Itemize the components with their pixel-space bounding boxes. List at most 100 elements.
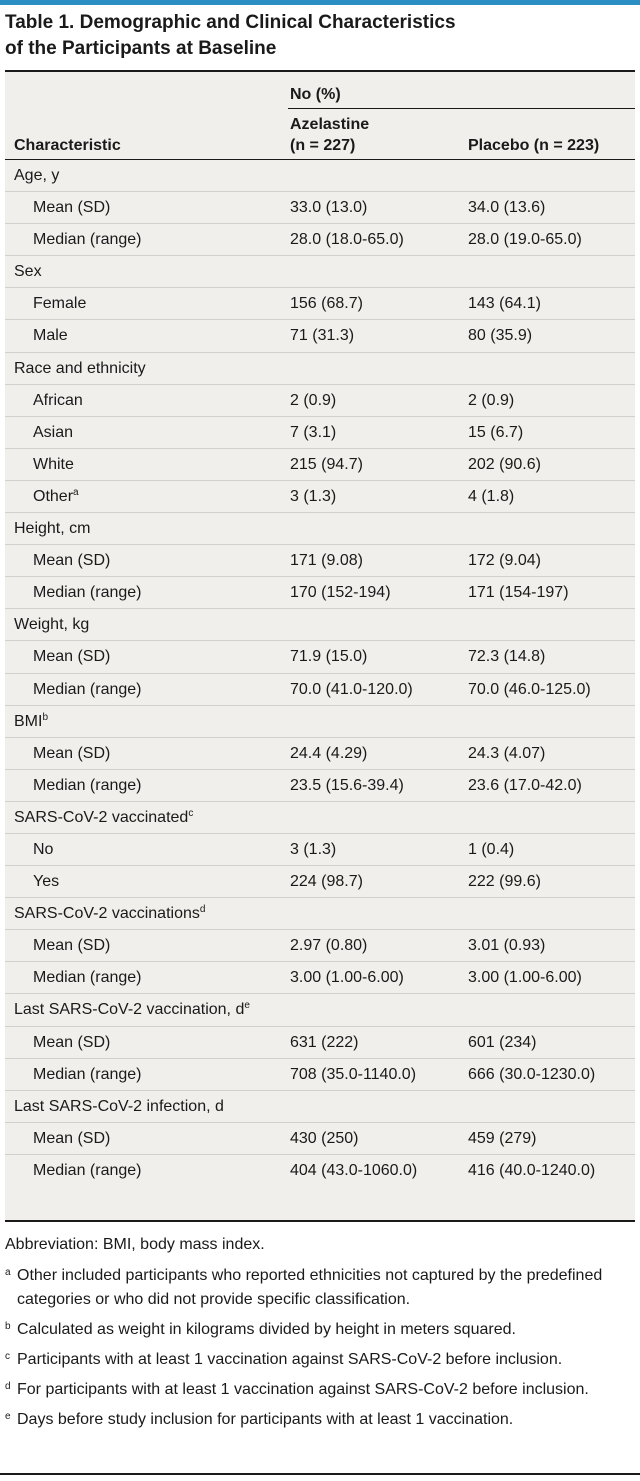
azelastine-value: 708 (35.0-1140.0) xyxy=(290,1065,417,1083)
placebo-value: 222 (99.6) xyxy=(468,873,541,891)
table-background xyxy=(5,70,635,1222)
table-row: Female 156 (68.7) 143 (64.1) xyxy=(5,288,635,321)
row-label-text: SARS-CoV-2 vaccinated xyxy=(14,808,189,826)
table-row: Mean (SD) 24.4 (4.29) 24.3 (4.07) xyxy=(5,738,635,770)
row-label: SARS-CoV-2 vaccinationsd xyxy=(14,904,205,924)
row-label: Last SARS-CoV-2 infection, d xyxy=(14,1097,224,1117)
placebo-value: 28.0 (19.0-65.0) xyxy=(468,231,582,249)
placebo-value: 601 (234) xyxy=(468,1033,537,1051)
row-label-text: Mean (SD) xyxy=(33,937,111,955)
row-label-text: Weight, kg xyxy=(14,616,90,634)
azelastine-value: 70.0 (41.0-120.0) xyxy=(290,680,413,698)
row-label: Height, cm xyxy=(14,519,90,539)
table-top-rule xyxy=(5,70,635,72)
azelastine-value: 430 (250) xyxy=(290,1129,359,1147)
row-label-text: BMI xyxy=(14,712,43,730)
placebo-value: 23.6 (17.0-42.0) xyxy=(468,776,582,794)
row-label-text: No xyxy=(33,840,54,858)
azelastine-value: 156 (68.7) xyxy=(290,295,363,313)
header-group-rule xyxy=(288,108,635,109)
row-label-text: White xyxy=(33,455,74,473)
footnote: a Other included participants who reporte… xyxy=(5,1264,635,1312)
table-section-row: Height, cm xyxy=(5,513,635,546)
azelastine-value: 28.0 (18.0-65.0) xyxy=(290,231,404,249)
row-label: BMIb xyxy=(14,712,48,732)
row-label-text: Last SARS-CoV-2 vaccination, d xyxy=(14,1001,245,1019)
placebo-value: 3.01 (0.93) xyxy=(468,937,546,955)
header-azelastine-line-2: (n = 227) xyxy=(290,137,356,154)
placebo-value: 666 (30.0-1230.0) xyxy=(468,1065,596,1083)
table-section-row: Last SARS-CoV-2 infection, d xyxy=(5,1091,635,1123)
row-label: Median (range) xyxy=(33,1161,142,1181)
table-section-row: Sex xyxy=(5,256,635,289)
placebo-value: 24.3 (4.07) xyxy=(468,744,546,762)
footnote-mark: d xyxy=(5,1381,11,1392)
placebo-value: 1 (0.4) xyxy=(468,840,515,858)
footnote-text: Participants with at least 1 vaccination… xyxy=(17,1351,563,1368)
table-row: Median (range) 708 (35.0-1140.0) 666 (30.0… xyxy=(5,1059,635,1091)
row-label: Mean (SD) xyxy=(33,198,110,218)
table-section-row: Age, y xyxy=(5,160,635,193)
azelastine-value: 2 (0.9) xyxy=(290,391,337,409)
placebo-value: 15 (6.7) xyxy=(468,423,524,441)
table-row: Asian 7 (3.1) 15 (6.7) xyxy=(5,417,635,449)
footnote-marker: a xyxy=(73,486,79,498)
row-label: Age, y xyxy=(14,166,59,186)
row-label: Asian xyxy=(33,423,73,443)
row-label: Sex xyxy=(14,262,42,282)
footnote: c Participants with at least 1 vaccinatio… xyxy=(5,1348,635,1372)
table-row: Median (range) 28.0 (18.0-65.0) 28.0 (19.0… xyxy=(5,224,635,257)
row-label-text: Race and ethnicity xyxy=(14,359,146,377)
table-row: Male 71 (31.3) 80 (35.9) xyxy=(5,320,635,353)
table-row: Yes 224 (98.7) 222 (99.6) xyxy=(5,866,635,899)
footnote-mark: e xyxy=(5,1411,11,1422)
row-label-text: Sex xyxy=(14,263,42,281)
row-label-text: Age, y xyxy=(14,167,60,184)
footnote-text: Calculated as weight in kilograms divide… xyxy=(17,1321,516,1338)
row-label: Median (range) xyxy=(33,680,142,700)
azelastine-value: 3 (1.3) xyxy=(290,840,337,858)
row-label-text: Other xyxy=(33,487,74,505)
row-label-text: Median (range) xyxy=(33,680,142,698)
placebo-value: 202 (90.6) xyxy=(468,455,541,473)
footnote: e Days before study inclusion for partici… xyxy=(5,1408,635,1432)
row-label-text: Asian xyxy=(33,423,74,441)
footnote: b Calculated as weight in kilograms divid… xyxy=(5,1318,635,1342)
table-section-row: BMIb xyxy=(5,706,635,738)
row-label: Median (range) xyxy=(33,968,142,988)
row-label-text: Mean (SD) xyxy=(33,1129,111,1147)
table-row: Median (range) 170 (152-194) 171 (154-197) xyxy=(5,577,635,610)
table-row: No 3 (1.3) 1 (0.4) xyxy=(5,834,635,867)
footnote-marker: e xyxy=(244,1000,250,1012)
row-label: Male xyxy=(33,326,68,346)
table-row: Median (range) 70.0 (41.0-120.0) 70.0 (46.… xyxy=(5,674,635,706)
header-group-label: No (%) xyxy=(290,86,341,103)
table-row: Mean (SD) 71.9 (15.0) 72.3 (14.8) xyxy=(5,641,635,674)
azelastine-value: 71.9 (15.0) xyxy=(290,648,368,666)
row-label-text: Height, cm xyxy=(14,520,91,538)
azelastine-value: 404 (43.0-1060.0) xyxy=(290,1161,418,1179)
row-label: Median (range) xyxy=(33,583,142,603)
table-row: Median (range) 3.00 (1.00-6.00) 3.00 (1.00… xyxy=(5,962,635,995)
footnote-marker: d xyxy=(199,904,206,916)
row-label-text: Yes xyxy=(33,873,60,891)
table-section-row: SARS-CoV-2 vaccinationsd xyxy=(5,898,635,931)
row-label: Othera xyxy=(33,487,79,507)
table-title-line-1: Table 1. Demographic and Clinical Charac… xyxy=(5,12,456,33)
azelastine-value: 33.0 (13.0) xyxy=(290,199,368,217)
row-label: Weight, kg xyxy=(14,615,89,635)
footnote-marker: c xyxy=(188,807,194,819)
footnote-mark: a xyxy=(5,1267,11,1278)
placebo-value: 143 (64.1) xyxy=(468,295,541,313)
row-label: SARS-CoV-2 vaccinatedc xyxy=(14,808,193,828)
row-label-text: Female xyxy=(33,295,87,313)
row-label: Female xyxy=(33,294,86,314)
azelastine-value: 71 (31.3) xyxy=(290,327,355,345)
placebo-value: 2 (0.9) xyxy=(468,391,515,409)
table-section-row: Last SARS-CoV-2 vaccination, de xyxy=(5,994,635,1027)
table-row: Othera 3 (1.3) 4 (1.8) xyxy=(5,481,635,514)
row-label-text: SARS-CoV-2 vaccinations xyxy=(14,905,200,923)
row-label: Mean (SD) xyxy=(33,1129,110,1149)
row-label: Mean (SD) xyxy=(33,744,110,764)
accent-bar xyxy=(0,0,640,5)
